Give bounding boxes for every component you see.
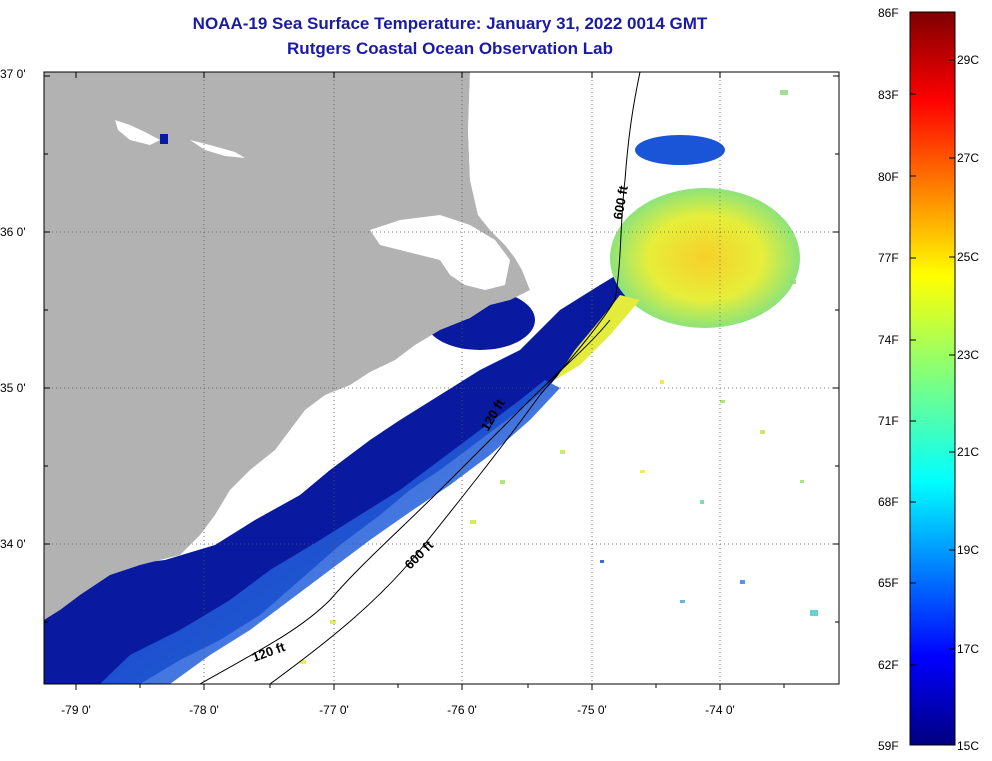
land-mass bbox=[44, 72, 530, 620]
axis-ticks bbox=[44, 72, 839, 690]
lon-label: -74 0' bbox=[705, 703, 735, 717]
map-title: NOAA-19 Sea Surface Temperature: January… bbox=[192, 14, 708, 33]
lat-label: 35 0' bbox=[0, 381, 26, 395]
colorbar-c-label: 23C bbox=[957, 348, 980, 362]
lake bbox=[115, 120, 160, 145]
sst-speckle bbox=[300, 90, 818, 664]
lake-cold-water bbox=[160, 134, 168, 144]
colorbar-f-label: 80F bbox=[878, 170, 899, 184]
colorbar-f-label: 83F bbox=[878, 88, 899, 102]
colorbar bbox=[909, 11, 956, 746]
colorbar-c-label: 27C bbox=[957, 151, 980, 165]
map-frame bbox=[43, 71, 840, 685]
warm-water-patch bbox=[610, 188, 800, 328]
colorbar-f-label: 68F bbox=[878, 495, 899, 509]
coastal-cold-water bbox=[44, 270, 640, 684]
offshore-cold-patch bbox=[635, 135, 725, 165]
colorbar-f-label: 71F bbox=[878, 414, 899, 428]
lat-label: 36 0' bbox=[0, 225, 26, 239]
outer-banks-mask bbox=[468, 72, 640, 290]
contour-label: 600 ft bbox=[610, 184, 631, 221]
colorbar-f-label: 62F bbox=[878, 658, 899, 672]
lat-label: 34 0' bbox=[0, 537, 26, 551]
colorbar-c-label: 19C bbox=[957, 543, 980, 557]
colorbar-f-label: 59F bbox=[878, 739, 899, 753]
colorbar-c-label: 25C bbox=[957, 250, 980, 264]
colorbar-c-label: 17C bbox=[957, 642, 980, 656]
lon-label: -76 0' bbox=[447, 703, 477, 717]
lon-label: -78 0' bbox=[189, 703, 219, 717]
warm-water-tongue bbox=[555, 295, 640, 380]
colorbar-f-label: 86F bbox=[878, 6, 899, 20]
shelf-water bbox=[100, 380, 560, 684]
colorbar-f-label: 74F bbox=[878, 333, 899, 347]
colorbar-ticks bbox=[910, 59, 955, 666]
colorbar-c-label: 29C bbox=[957, 53, 980, 67]
bathymetry-contours bbox=[199, 72, 641, 684]
lon-label: -75 0' bbox=[577, 703, 607, 717]
contour-120ft bbox=[199, 319, 611, 684]
colorbar-f-label: 65F bbox=[878, 576, 899, 590]
contour-600ft bbox=[269, 72, 641, 684]
colorbar-c-label: 21C bbox=[957, 445, 980, 459]
lon-label: -79 0' bbox=[61, 703, 91, 717]
map-subtitle: Rutgers Coastal Ocean Observation Lab bbox=[287, 39, 613, 58]
lon-label: -77 0' bbox=[319, 703, 349, 717]
lat-label: 37 0' bbox=[0, 67, 26, 81]
colorbar-f-label: 77F bbox=[878, 251, 899, 265]
graticule bbox=[44, 72, 839, 684]
pamlico-sound bbox=[370, 215, 510, 290]
colorbar-c-label: 15C bbox=[957, 739, 980, 753]
